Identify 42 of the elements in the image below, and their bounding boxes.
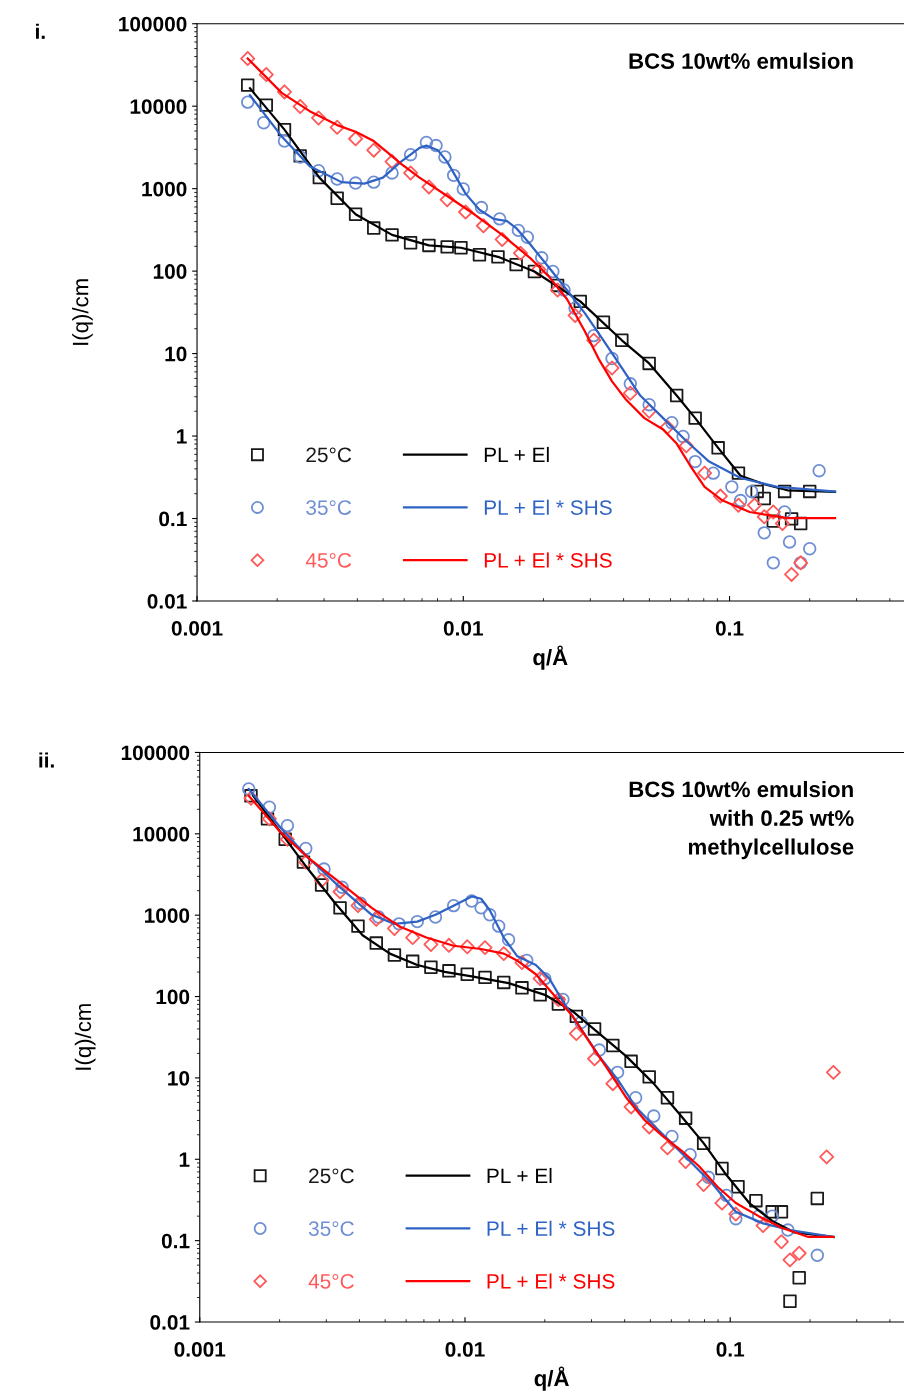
y-tick-label: 10 [165, 346, 187, 362]
legend-label: PL + El [487, 1167, 552, 1184]
legend-label: PL + El * SHS [484, 552, 612, 568]
x-tick-label: 0.01 [445, 1342, 485, 1357]
y-tick-label: 0.1 [159, 511, 187, 527]
y-tick-label: 100000 [121, 745, 190, 761]
y-tick-label: 100 [156, 989, 190, 1005]
x-tick-label: 0.001 [174, 1342, 226, 1357]
legend-label: PL + El [484, 446, 549, 462]
y-axis-title: I(q)/cm [74, 1004, 96, 1070]
legend-label: PL + El * SHS [487, 1273, 615, 1289]
x-tick-label: 0.001 [171, 620, 223, 636]
legend-label: 45°C [305, 552, 352, 568]
x-tick-label: 0.1 [716, 1342, 745, 1357]
y-tick-label: 100 [153, 264, 187, 279]
y-tick-label: 10000 [133, 826, 190, 842]
y-tick-label: 0.01 [150, 1315, 190, 1330]
x-axis-title: q/Å [533, 645, 568, 670]
legend-label: 35°C [308, 1221, 354, 1236]
text: i. [36, 23, 45, 39]
text: BCS 10wt% emulsion [629, 52, 853, 69]
y-tick-label: 1 [177, 429, 187, 444]
y-tick-label: 10 [168, 1070, 190, 1086]
legend-label: PL + El * SHS [484, 499, 612, 515]
legend-label: 35°C [306, 500, 352, 515]
x-axis-title: q/Å [534, 1366, 569, 1391]
y-tick-label: 1 [179, 1152, 190, 1167]
text: BCS 10wt% emulsion with 0.25 wt% methylcellulose [629, 780, 854, 860]
x-tick-label: 0.01 [443, 620, 483, 636]
legend-label: 25°C [306, 447, 352, 463]
legend-label: 25°C [309, 1168, 354, 1184]
legend-label: PL + El * SHS [487, 1220, 615, 1236]
text: ii. [39, 752, 54, 768]
y-axis-title: I(q)/cm [72, 279, 93, 345]
x-tick-label: 0.1 [715, 620, 744, 636]
y-tick-label: 1000 [145, 908, 190, 923]
y-tick-label: 100000 [119, 16, 187, 32]
y-tick-label: 1000 [142, 181, 187, 197]
y-tick-label: 0.01 [147, 593, 187, 609]
y-tick-label: 0.1 [161, 1233, 190, 1249]
y-tick-label: 10000 [130, 99, 187, 114]
legend-label: 45°C [308, 1273, 354, 1289]
